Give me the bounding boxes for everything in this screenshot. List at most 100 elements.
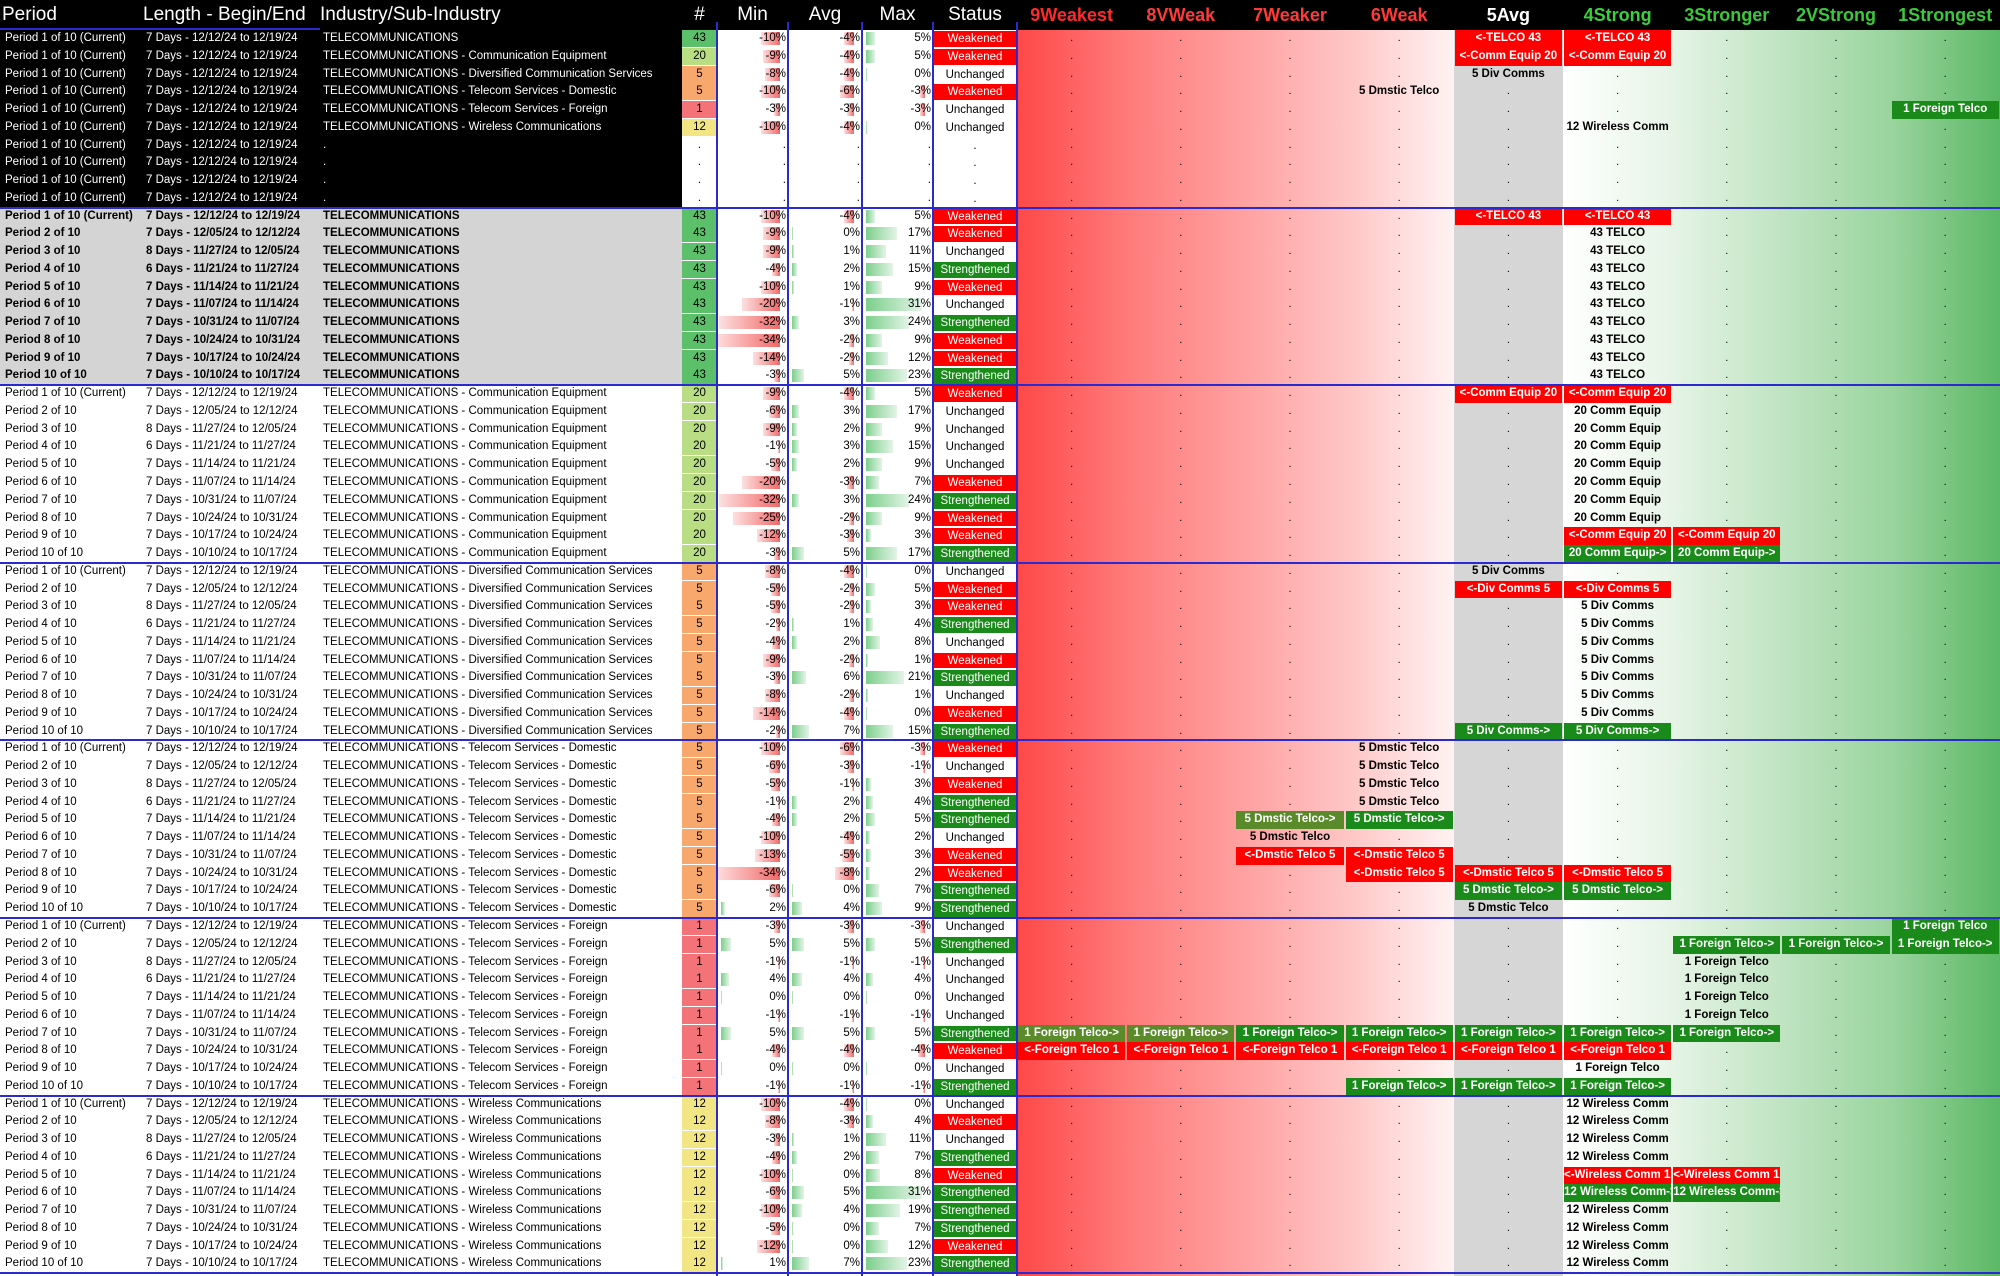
strength-tag[interactable]: 1 Foreign Telco-> <box>1673 935 1781 954</box>
header-count[interactable]: # <box>694 4 705 25</box>
header-strength-2[interactable]: 2VStrong <box>1795 5 1876 25</box>
strength-tag[interactable]: 12 Wireless Comm <box>1566 1204 1669 1217</box>
strength-tag[interactable]: <-Foreign Telco 1 <box>1127 1042 1235 1061</box>
table-row[interactable]: Period 4 of 10 6 Days - 11/21/24 to 11/27… <box>0 438 2000 457</box>
strength-tag[interactable]: 5 Div Comms <box>1471 564 1545 577</box>
table-row[interactable]: Period 1 of 10 (Current) 7 Days - 12/12/2… <box>0 65 2000 84</box>
strength-tag[interactable]: 43 TELCO <box>1590 333 1646 346</box>
strength-tag[interactable]: 1 Foreign Telco-> <box>1564 1024 1672 1043</box>
strength-tag[interactable]: 5 Div Comms <box>1581 689 1655 702</box>
table-row[interactable]: Period 8 of 10 7 Days - 10/24/24 to 10/31… <box>0 331 2000 350</box>
strength-tag[interactable]: 1 Foreign Telco <box>1891 101 1999 119</box>
table-row[interactable]: Period 10 of 10 7 Days - 10/10/24 to 10/1… <box>0 545 2000 563</box>
strength-tag[interactable]: 1 Foreign Telco <box>1684 1008 1769 1021</box>
strength-tag[interactable]: 1 Foreign Telco <box>1684 973 1769 986</box>
table-row[interactable]: Period 7 of 10 7 Days - 10/31/24 to 11/07… <box>0 1024 2000 1043</box>
strength-tag[interactable]: 20 Comm Equip <box>1574 458 1662 471</box>
strength-tag[interactable]: <-Comm Equip 20 <box>1454 47 1562 66</box>
header-industry[interactable]: Industry/Sub-Industry <box>320 4 501 25</box>
table-row[interactable]: Period 9 of 10 7 Days - 10/17/24 to 10/24… <box>0 1060 2000 1078</box>
table-row[interactable]: Period 9 of 10 7 Days - 10/17/24 to 10/24… <box>0 527 2000 546</box>
table-row[interactable]: Period 1 of 10 (Current) 7 Days - 12/12/2… <box>0 118 2000 137</box>
strength-tag[interactable]: 43 TELCO <box>1590 280 1646 293</box>
strength-tag[interactable]: 5 Dmstic Telco <box>1359 760 1440 773</box>
strength-tag[interactable]: 20 Comm Equip <box>1574 476 1662 488</box>
strength-tag[interactable]: 12 Wireless Comm <box>1566 120 1669 133</box>
table-row[interactable]: Period 1 of 10 (Current) 7 Days - 12/12/2… <box>0 154 2000 173</box>
strength-tag[interactable]: 5 Dmstic Telco <box>1249 831 1331 844</box>
strength-tag[interactable]: 1 Foreign Telco-> <box>1564 1077 1672 1096</box>
strength-tag[interactable]: 43 TELCO <box>1590 262 1646 275</box>
table-row[interactable]: Period 5 of 10 7 Days - 11/14/24 to 11/21… <box>0 633 2000 652</box>
strength-tag[interactable]: 1 Foreign Telco-> <box>1454 1024 1562 1043</box>
table-row[interactable]: Period 4 of 10 6 Days - 11/21/24 to 11/27… <box>0 616 2000 634</box>
table-row[interactable]: Period 7 of 10 7 Days - 10/31/24 to 11/07… <box>0 491 2000 510</box>
table-row[interactable]: Period 1 of 10 (Current) 7 Days - 12/12/2… <box>0 172 2000 190</box>
strength-tag[interactable]: 43 TELCO <box>1590 227 1646 240</box>
table-row[interactable]: Period 1 of 10 (Current) 7 Days - 12/12/2… <box>0 136 2000 155</box>
table-row[interactable]: Period 8 of 10 7 Days - 10/24/24 to 10/31… <box>0 864 2000 883</box>
table-row[interactable]: Period 2 of 10 7 Days - 12/05/24 to 12/12… <box>0 935 2000 954</box>
strength-tag[interactable]: 20 Comm Equip-> <box>1564 545 1672 563</box>
table-row[interactable]: Period 9 of 10 7 Days - 10/17/24 to 10/24… <box>0 882 2000 901</box>
header-strength-4[interactable]: 4Strong <box>1583 5 1652 25</box>
strength-tag[interactable]: 1 Foreign Telco-> <box>1018 1024 1126 1043</box>
table-row[interactable]: Period 1 of 10 (Current) 7 Days - 12/12/2… <box>0 918 2000 936</box>
strength-tag[interactable]: 5 Div Comms <box>1581 671 1655 684</box>
strength-tag[interactable]: <-Foreign Telco 1 <box>1236 1042 1344 1061</box>
table-row[interactable]: Period 10 of 10 7 Days - 10/10/24 to 10/1… <box>0 1077 2000 1096</box>
strength-tag[interactable]: 43 TELCO <box>1590 351 1646 364</box>
strength-tag[interactable]: <-TELCO 43 <box>1564 207 1672 226</box>
strength-tag[interactable]: 43 TELCO <box>1590 369 1646 382</box>
strength-tag[interactable]: 1 Foreign Telco-> <box>1454 1077 1562 1096</box>
table-row[interactable]: Period 2 of 10 7 Days - 12/05/24 to 12/12… <box>0 758 2000 776</box>
table-row[interactable]: Period 3 of 10 8 Days - 11/27/24 to 12/05… <box>0 775 2000 794</box>
table-row[interactable]: Period 8 of 10 7 Days - 10/24/24 to 10/31… <box>0 687 2000 705</box>
table-row[interactable]: Period 3 of 10 8 Days - 11/27/24 to 12/05… <box>0 598 2000 617</box>
strength-tag[interactable]: 5 Div Comms <box>1581 653 1655 666</box>
strength-tag[interactable]: 43 TELCO <box>1590 298 1646 311</box>
strength-tag[interactable]: 12 Wireless Comm <box>1566 1239 1669 1252</box>
table-row[interactable]: Period 3 of 10 8 Days - 11/27/24 to 12/05… <box>0 420 2000 439</box>
strength-tag[interactable]: 5 Div Comms <box>1581 600 1655 613</box>
strength-tag[interactable]: 1 Foreign Telco-> <box>1673 1024 1781 1043</box>
strength-tag[interactable]: 5 Dmstic Telco <box>1359 742 1440 755</box>
strength-tag[interactable]: 12 Wireless Comm <box>1566 1115 1669 1128</box>
header-strength-7[interactable]: 7Weaker <box>1253 5 1327 25</box>
table-row[interactable]: Period 6 of 10 7 Days - 11/07/24 to 11/14… <box>0 474 2000 492</box>
strength-tag[interactable]: 1 Foreign Telco <box>1575 1062 1660 1075</box>
strength-tag[interactable]: <-TELCO 43 <box>1454 30 1562 48</box>
header-avg[interactable]: Avg <box>808 4 842 25</box>
table-row[interactable]: Period 10 of 10 7 Days - 10/10/24 to 10/1… <box>0 722 2000 741</box>
table-row[interactable]: Period 6 of 10 7 Days - 11/07/24 to 11/14… <box>0 829 2000 847</box>
strength-tag[interactable]: <-Dmstic Telco 5 <box>1345 864 1453 883</box>
table-row[interactable]: Period 10 of 10 7 Days - 10/10/24 to 10/1… <box>0 1255 2000 1274</box>
table-row[interactable]: Period 4 of 10 6 Days - 11/21/24 to 11/27… <box>0 793 2000 812</box>
strength-tag[interactable]: 5 Div Comms <box>1581 635 1655 648</box>
table-row[interactable]: Period 9 of 10 7 Days - 10/17/24 to 10/24… <box>0 1237 2000 1256</box>
table-row[interactable]: Period 3 of 10 8 Days - 11/27/24 to 12/05… <box>0 953 2000 972</box>
table-row[interactable]: Period 5 of 10 7 Days - 11/14/24 to 11/21… <box>0 278 2000 297</box>
strength-tag[interactable]: <-Dmstic Telco 5 <box>1236 846 1344 865</box>
table-row[interactable]: Period 1 of 10 (Current) 7 Days - 12/12/2… <box>0 101 2000 119</box>
table-row[interactable]: Period 1 of 10 (Current) 7 Days - 12/12/2… <box>0 30 2000 48</box>
table-row[interactable]: Period 6 of 10 7 Days - 11/07/24 to 11/14… <box>0 651 2000 670</box>
strength-tag[interactable]: 20 Comm Equip <box>1574 511 1662 524</box>
table-row[interactable]: Period 1 of 10 (Current) 7 Days - 12/12/2… <box>0 47 2000 66</box>
table-row[interactable]: Period 5 of 10 7 Days - 11/14/24 to 11/21… <box>0 989 2000 1007</box>
strength-tag[interactable]: 20 Comm Equip <box>1574 404 1662 417</box>
table-row[interactable]: Period 6 of 10 7 Days - 11/07/24 to 11/14… <box>0 1006 2000 1025</box>
strength-tag[interactable]: 5 Div Comms <box>1471 67 1545 80</box>
table-row[interactable]: Period 3 of 10 8 Days - 11/27/24 to 12/05… <box>0 1131 2000 1149</box>
header-min[interactable]: Min <box>737 4 768 25</box>
strength-tag[interactable]: 5 Dmstic Telco-> <box>1345 811 1453 830</box>
strength-tag[interactable]: <-TELCO 43 <box>1564 30 1672 48</box>
strength-tag[interactable]: <-Foreign Telco 1 <box>1454 1042 1562 1061</box>
strength-tag[interactable]: <-Foreign Telco 1 <box>1564 1042 1672 1061</box>
strength-tag[interactable]: 1 Foreign Telco-> <box>1782 935 1890 954</box>
header-length[interactable]: Length - Begin/End <box>143 4 306 25</box>
strength-tag[interactable]: <-Wireless Comm 12 <box>1564 1166 1672 1185</box>
header-strength-9[interactable]: 9Weakest <box>1030 5 1113 25</box>
strength-tag[interactable]: <-Foreign Telco 1 <box>1345 1042 1453 1061</box>
header-status[interactable]: Status <box>948 4 1002 25</box>
